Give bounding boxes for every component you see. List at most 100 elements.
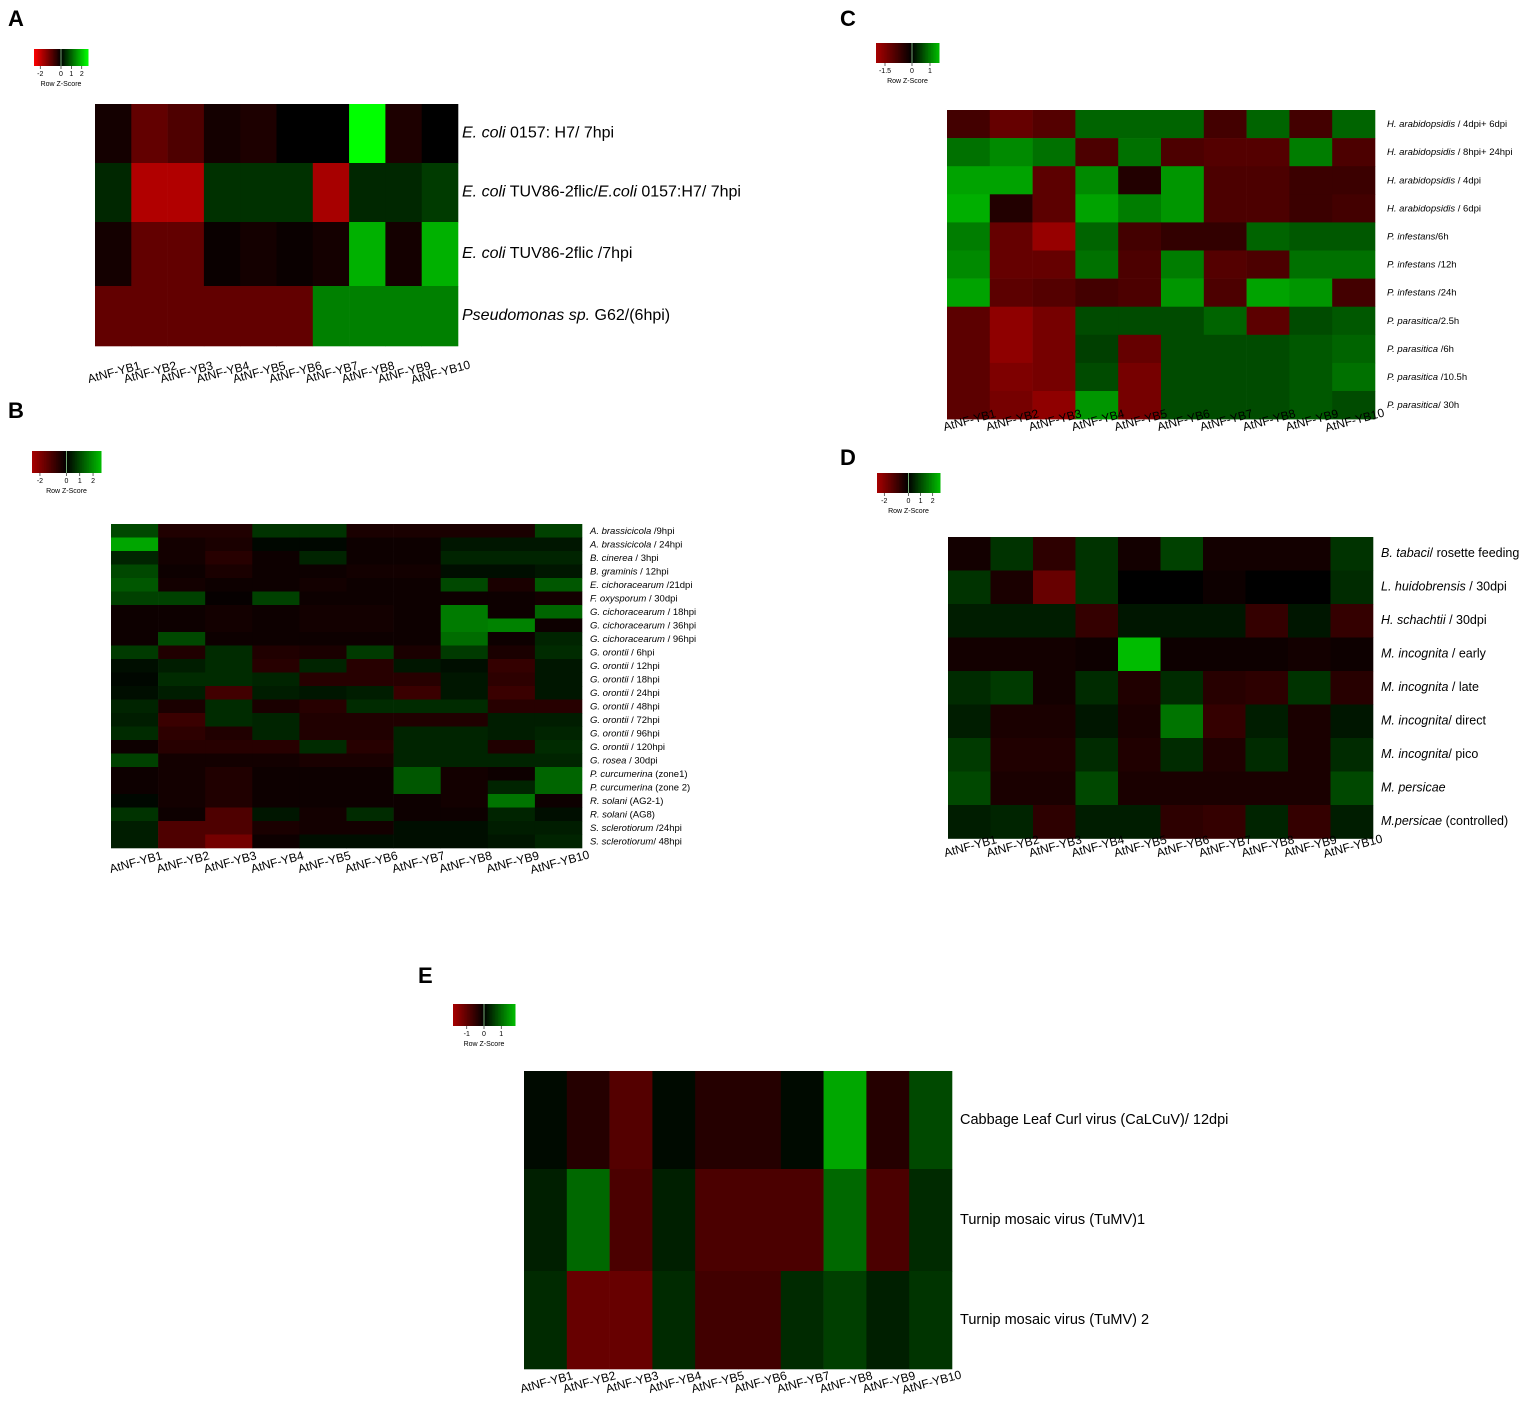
heatmap-cell	[1288, 738, 1331, 772]
heatmap-cell	[947, 166, 991, 195]
heatmap-cell	[252, 726, 300, 741]
row-label: H. arabidopsidis / 4dpi	[1387, 175, 1481, 186]
color-key-swatch	[56, 49, 59, 66]
heatmap-cell	[252, 686, 300, 700]
color-key-swatch	[485, 1004, 488, 1026]
heatmap-cell	[534, 632, 583, 646]
heatmap-cell	[823, 1271, 867, 1370]
color-key: -1 0 1 Row Z-Score	[453, 1004, 516, 1048]
color-key-swatch	[94, 451, 97, 473]
row-label: G. orontii / 48hpi	[590, 701, 660, 712]
heatmap-cell	[1075, 671, 1119, 705]
color-key-swatch	[877, 43, 880, 63]
heatmap-cell	[346, 645, 394, 660]
heatmap-cell	[440, 821, 489, 835]
color-key-swatch	[488, 1004, 491, 1026]
color-key-swatch	[63, 451, 66, 473]
heatmap-cell	[385, 163, 422, 223]
color-key-swatch	[68, 451, 71, 473]
heatmap-cell	[566, 1271, 610, 1370]
heatmap-cell	[534, 699, 583, 714]
row-label: P. parasitica/ 30h	[1387, 400, 1459, 411]
heatmap-cell	[299, 672, 347, 687]
heatmap-cell	[534, 807, 583, 822]
heatmap-cell	[167, 163, 205, 223]
heatmap-cell	[299, 834, 347, 849]
heatmap-cell	[1161, 138, 1205, 167]
heatmap-cell	[440, 645, 489, 660]
color-key-swatch	[57, 451, 61, 473]
heatmap-cell	[1245, 570, 1289, 605]
color-key-swatch	[888, 473, 891, 493]
heatmap-cell	[205, 537, 253, 552]
heatmap-cell	[1075, 278, 1119, 307]
heatmap-cell	[393, 740, 441, 754]
row-label: M. incognita / late	[1381, 680, 1479, 694]
row-label: P. curcumerina (zone1)	[590, 768, 688, 779]
heatmap-cell	[534, 564, 583, 579]
heatmap-cell	[524, 1271, 568, 1370]
heatmap-cell	[158, 807, 206, 822]
heatmap-cell	[1075, 771, 1119, 806]
heatmap-cell	[487, 834, 536, 849]
panel-letter: E	[418, 963, 433, 988]
row-label: G. orontii / 96hpi	[590, 728, 660, 739]
color-key-swatch	[73, 49, 75, 66]
color-key-swatch	[74, 49, 77, 66]
heatmap-cell	[158, 821, 206, 835]
color-key-swatch	[938, 473, 941, 493]
heatmap-cell	[1203, 306, 1247, 336]
heatmap-cell	[158, 726, 206, 741]
heatmap-cell	[299, 767, 347, 781]
color-key-swatch	[65, 49, 67, 66]
color-key-swatch	[58, 49, 61, 66]
color-key-swatch	[937, 43, 940, 63]
heatmap-cell	[346, 551, 394, 565]
heatmap-cell	[1118, 671, 1161, 705]
heatmap-cell	[990, 604, 1034, 638]
color-key-swatch	[471, 1004, 474, 1026]
heatmap-cell	[393, 645, 441, 660]
color-key-tick-label: 1	[499, 1031, 503, 1038]
heatmap-cell	[1289, 250, 1333, 279]
heatmap-cell	[1032, 306, 1076, 336]
heatmap-cell	[158, 834, 206, 849]
heatmap-cell	[1245, 537, 1289, 571]
color-key-swatch	[496, 1004, 499, 1026]
row-label: A. brassicicola / 24hpi	[589, 539, 682, 550]
heatmap-cell	[346, 807, 394, 822]
heatmap-cell	[111, 591, 159, 606]
heatmap-cell	[1118, 771, 1161, 806]
heatmap-cell	[1288, 537, 1331, 571]
color-key-swatch	[44, 451, 47, 473]
heatmap-cell	[440, 834, 489, 849]
color-key-tick-label: 2	[931, 498, 935, 505]
color-key-swatch	[889, 473, 892, 493]
heatmap-cell	[1118, 110, 1162, 139]
row-label: R. solani (AG8)	[590, 809, 655, 820]
color-key-swatch	[71, 451, 74, 473]
heatmap-cell	[1161, 194, 1205, 223]
heatmap-cell	[487, 753, 536, 768]
heatmap-cell	[111, 821, 159, 835]
heatmap-cell	[487, 632, 536, 646]
heatmap-cell	[1032, 166, 1076, 195]
heatmap-cell	[652, 1169, 696, 1272]
row-label: G. orontii / 12hpi	[590, 660, 660, 671]
heatmap-cell	[111, 686, 159, 700]
heatmap-panel-b: B -2 0 1 2 Row Z-Score A. brassicicola /9hpi A.…	[8, 398, 696, 877]
heatmap-cell	[487, 618, 536, 633]
color-key-swatch	[47, 451, 50, 473]
heatmap-cell	[158, 686, 206, 700]
color-key-swatch	[891, 43, 894, 63]
heatmap-cell	[1332, 250, 1376, 279]
heatmap-cell	[695, 1271, 739, 1370]
color-key-swatch	[64, 451, 67, 473]
heatmap-cell	[111, 794, 159, 808]
heatmap-cell	[299, 578, 347, 592]
heatmap-cell	[440, 807, 489, 822]
heatmap-cell	[158, 672, 206, 687]
heatmap-cell	[947, 138, 991, 167]
heatmap-cell	[534, 726, 583, 741]
heatmap-cell	[1118, 805, 1161, 839]
